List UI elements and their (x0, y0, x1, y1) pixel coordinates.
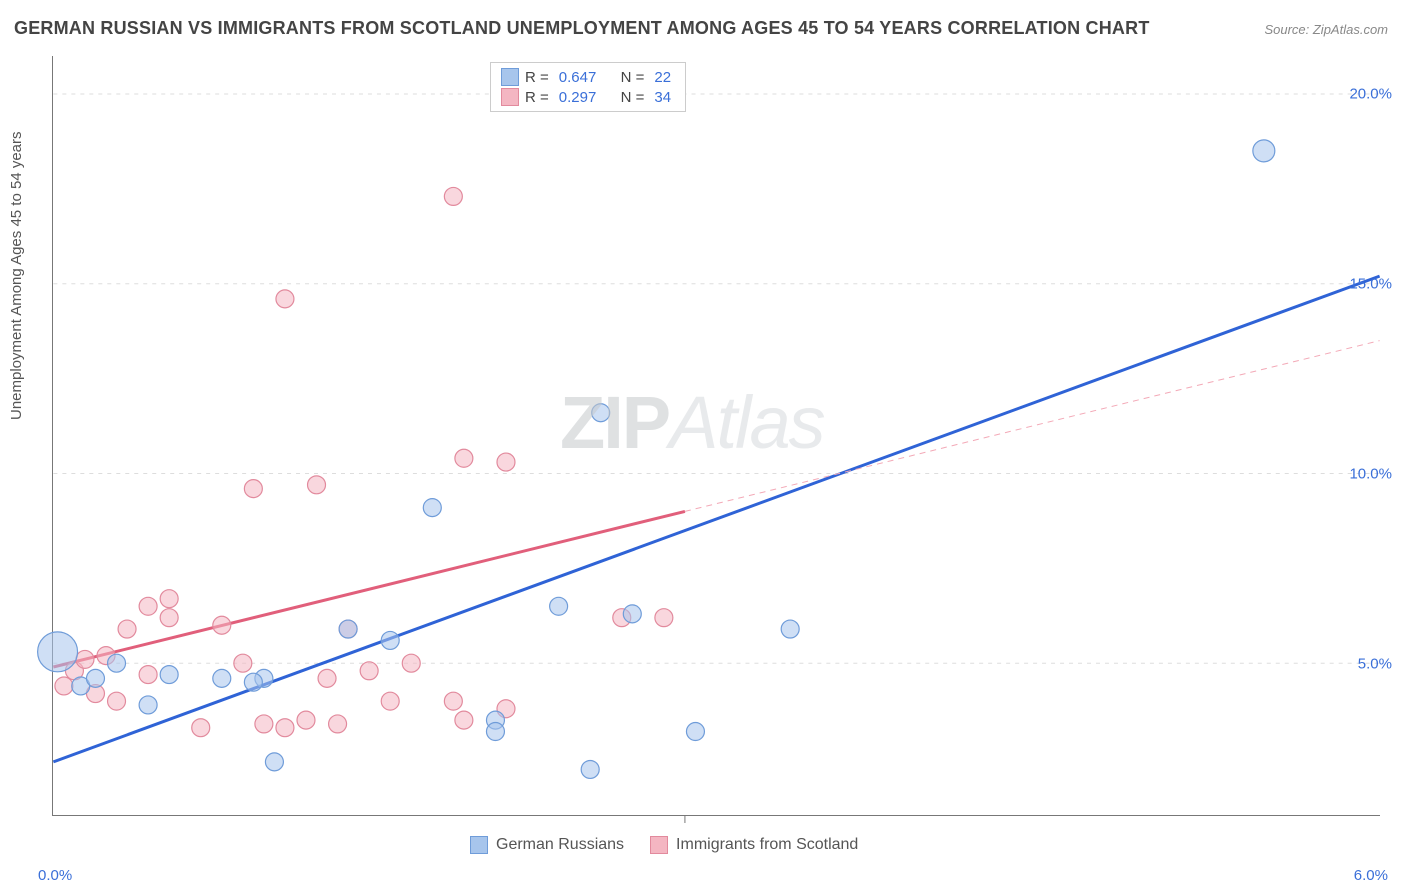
chart-title: GERMAN RUSSIAN VS IMMIGRANTS FROM SCOTLA… (14, 18, 1150, 39)
y-tick-label: 15.0% (1349, 276, 1392, 293)
series-legend-item-1: Immigrants from Scotland (650, 836, 858, 854)
n-value-0: 22 (654, 69, 671, 86)
n-label: N = (621, 89, 645, 106)
chart-container: GERMAN RUSSIAN VS IMMIGRANTS FROM SCOTLA… (0, 0, 1406, 892)
plot-area (52, 56, 1380, 816)
series-swatch-1 (650, 836, 668, 854)
series-label-0: German Russians (496, 836, 624, 854)
y-axis-label: Unemployment Among Ages 45 to 54 years (8, 131, 25, 420)
n-value-1: 34 (654, 89, 671, 106)
series-legend-item-0: German Russians (470, 836, 624, 854)
y-tick-label: 10.0% (1349, 466, 1392, 483)
chart-svg (53, 56, 1380, 815)
r-value-0: 0.647 (559, 69, 597, 86)
r-label: R = (525, 89, 549, 106)
stats-swatch-0 (501, 68, 519, 86)
series-legend: German Russians Immigrants from Scotland (470, 836, 858, 854)
y-tick-label: 5.0% (1358, 656, 1392, 673)
y-tick-label: 20.0% (1349, 86, 1392, 103)
x-tick-label: 6.0% (1354, 867, 1388, 884)
stats-swatch-1 (501, 88, 519, 106)
source-attribution: Source: ZipAtlas.com (1264, 22, 1388, 37)
r-value-1: 0.297 (559, 89, 597, 106)
r-label: R = (525, 69, 549, 86)
series-swatch-0 (470, 836, 488, 854)
series-label-1: Immigrants from Scotland (676, 836, 858, 854)
stats-legend-row-0: R = 0.647 N = 22 (501, 67, 675, 87)
n-label: N = (621, 69, 645, 86)
stats-legend: R = 0.647 N = 22 R = 0.297 N = 34 (490, 62, 686, 112)
x-tick-label: 0.0% (38, 867, 72, 884)
stats-legend-row-1: R = 0.297 N = 34 (501, 87, 675, 107)
